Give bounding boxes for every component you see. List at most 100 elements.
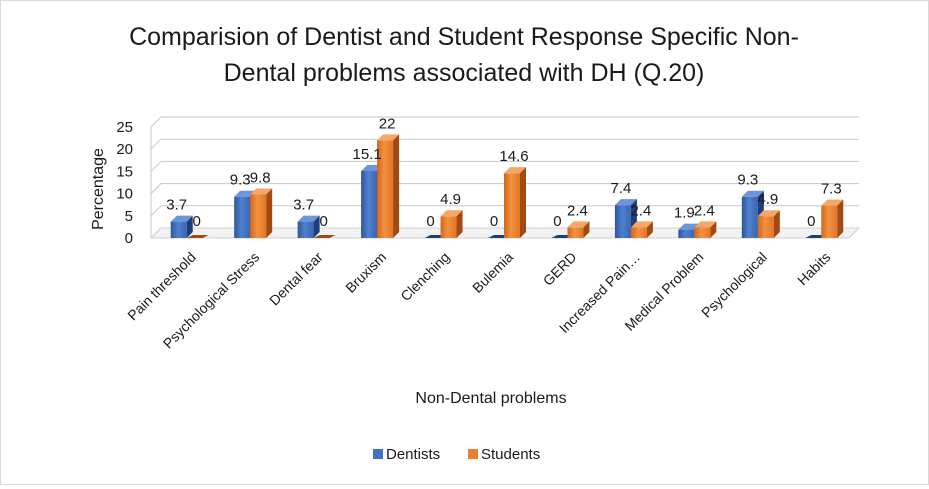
bar-front	[377, 140, 394, 238]
bar-top	[297, 215, 320, 222]
bar-dentists-9	[741, 190, 764, 238]
bar-top	[250, 188, 273, 195]
data-label-students-10: 7.3	[821, 181, 842, 198]
y-tick-labels: 0 5 10 15 20 25	[116, 119, 133, 247]
data-label-dentists-3: 15.1	[352, 146, 381, 163]
y-tick-5: 5	[125, 208, 133, 225]
bar-students-6	[567, 221, 590, 238]
bar-top	[630, 221, 653, 228]
chart-title-line-1: Comparision of Dentist and Student Respo…	[129, 23, 799, 51]
bar-side	[646, 221, 653, 238]
data-label-students-8: 2.4	[694, 202, 715, 219]
bar-front	[741, 196, 758, 238]
bar-top	[757, 210, 780, 217]
bar-students-8	[694, 221, 717, 238]
bar-side	[520, 167, 526, 238]
legend-swatch-dentists	[373, 449, 383, 459]
data-label-dentists-0: 3.7	[166, 197, 187, 214]
bar-side	[266, 188, 273, 238]
bar-side	[186, 215, 193, 238]
bar-side	[313, 215, 320, 238]
bar-students-0	[186, 235, 209, 238]
bar-top	[377, 134, 400, 141]
bar-front	[694, 227, 711, 238]
bar-side	[393, 134, 400, 238]
bar-front	[361, 170, 378, 238]
bar-front	[234, 196, 251, 238]
bar-top	[504, 167, 526, 174]
bar-students-5	[504, 167, 526, 238]
data-label-students-9: 4.9	[757, 191, 778, 208]
data-label-dentists-6: 0	[553, 213, 561, 230]
gridline-side-25	[150, 116, 162, 128]
bar-students-9	[757, 210, 780, 238]
bar-front	[630, 227, 647, 238]
gridline-side-15	[150, 161, 162, 172]
x-tick-9: Psychological	[698, 249, 770, 321]
x-tick-10: Habits	[794, 249, 833, 288]
bar-students-4	[440, 210, 463, 238]
bar-top	[694, 221, 717, 228]
data-label-dentists-2: 3.7	[293, 197, 314, 214]
data-label-students-6: 2.4	[567, 202, 588, 219]
x-tick-2: Dental fear	[266, 249, 326, 309]
chart-title-line-2: Dental problems associated with DH (Q.20…	[224, 59, 705, 87]
data-label-students-2: 0	[319, 213, 327, 230]
y-tick-25: 25	[116, 119, 133, 136]
chart-title: Comparision of Dentist and Student Respo…	[129, 23, 799, 87]
bar-top	[821, 199, 844, 206]
bar-students-1	[250, 188, 273, 238]
bar-side	[710, 221, 717, 238]
legend-label-dentists: Dentists	[386, 446, 440, 463]
bar-top	[614, 199, 637, 206]
bar-side	[456, 210, 463, 238]
bar-side	[583, 221, 590, 238]
data-label-dentists-1: 9.3	[230, 172, 251, 189]
bar-top	[170, 215, 193, 222]
y-tick-0: 0	[125, 230, 133, 247]
data-label-dentists-7: 7.4	[610, 180, 631, 197]
legend: Dentists Students	[373, 446, 540, 463]
bar-top	[440, 210, 463, 217]
data-label-students-4: 4.9	[440, 191, 461, 208]
bar-top	[567, 221, 590, 228]
data-label-dentists-5: 0	[490, 213, 498, 230]
bar-dentists-0	[170, 215, 193, 238]
x-tick-5: Bulemia	[469, 249, 516, 296]
bar-side	[837, 199, 844, 238]
bar-front	[250, 194, 267, 238]
data-label-dentists-8: 1.9	[674, 205, 695, 222]
bar-front	[678, 229, 695, 238]
bar-flat	[186, 235, 209, 238]
bar-front	[567, 227, 584, 238]
data-label-students-1: 9.8	[250, 169, 271, 186]
bar-students-2	[313, 235, 336, 238]
bar-front	[170, 221, 187, 238]
bar-dentists-2	[297, 215, 320, 238]
gridline-side-5	[150, 205, 162, 217]
y-tick-15: 15	[116, 163, 133, 180]
x-axis-label: Non-Dental problems	[415, 390, 566, 407]
legend-label-students: Students	[481, 446, 540, 463]
bar-students-3	[377, 134, 400, 238]
gridline-side-20	[150, 138, 162, 150]
y-axis-label: Percentage	[90, 148, 107, 230]
bar-side	[773, 210, 780, 238]
data-label-dentists-4: 0	[426, 213, 434, 230]
bar-front	[614, 205, 631, 238]
data-label-students-3: 22	[379, 115, 396, 132]
bar-flat	[313, 235, 336, 238]
gridline-side-10	[150, 183, 162, 194]
data-label-dentists-10: 0	[807, 213, 815, 230]
y-tick-10: 10	[116, 186, 133, 203]
bar-front	[504, 173, 520, 238]
data-label-dentists-9: 9.3	[737, 172, 758, 189]
x-tick-6: GERD	[540, 249, 580, 289]
bar-students-10	[821, 199, 844, 238]
x-tick-4: Clenching	[397, 249, 452, 304]
bars	[170, 134, 844, 238]
